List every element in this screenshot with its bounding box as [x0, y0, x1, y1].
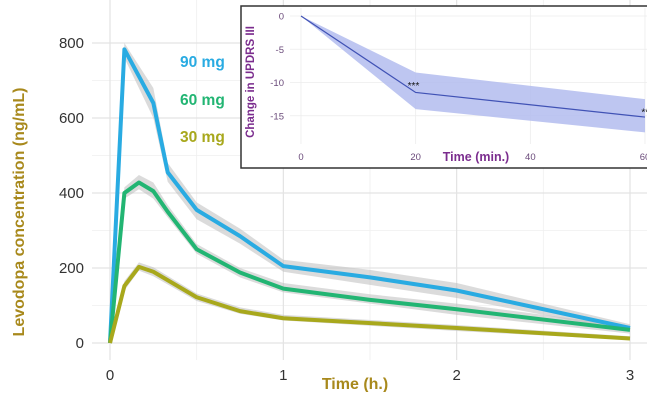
y-tick-label: 800 — [59, 35, 84, 52]
main-series-lines — [108, 47, 631, 344]
legend-label: 30 mg — [180, 129, 225, 146]
inset-y-tick-label: -15 — [270, 111, 284, 122]
inset-series-line — [300, 15, 646, 118]
x-tick-label: 3 — [626, 367, 634, 384]
inset-ci-band — [301, 16, 645, 133]
inset-y-axis-label: Change in UPDRS III — [245, 26, 257, 138]
significance-annotation: *** — [641, 107, 647, 118]
y-tick-label: 0 — [76, 335, 84, 352]
significance-annotation: *** — [408, 81, 420, 92]
main-x-tick-labels: 0 1 2 3 — [106, 367, 634, 384]
y-tick-label: 600 — [59, 110, 84, 127]
inset-y-tick-label: -5 — [276, 45, 284, 56]
inset-y-tick-label: 0 — [279, 12, 284, 23]
legend: 90 mg 60 mg 30 mg — [180, 54, 225, 146]
inset-x-tick-label: 20 — [410, 152, 421, 163]
inset-ci-band-0 — [301, 16, 645, 133]
y-axis-label: Levodopa concentration (ng/mL) — [11, 88, 28, 337]
series-line-1 — [108, 180, 631, 344]
series-line-2 — [108, 264, 631, 344]
x-tick-label: 0 — [106, 367, 114, 384]
y-tick-label: 400 — [59, 185, 84, 202]
inset-y-tick-labels: 0 -5 -10 -15 — [270, 12, 284, 123]
inset-annotations: *** *** — [408, 81, 647, 119]
main-y-tick-labels: 0 200 400 600 800 — [59, 35, 84, 352]
inset-x-tick-labels: 0 20 40 60 — [298, 152, 647, 163]
x-tick-label: 1 — [279, 367, 287, 384]
inset-chart: 0 -5 -10 -15 0 20 40 60 *** *** Change in UPDRS… — [240, 5, 647, 169]
inset-series-line-0 — [300, 15, 646, 118]
x-axis-label: Time (h.) — [322, 376, 388, 392]
inset-x-tick-label: 40 — [525, 152, 536, 163]
legend-label: 90 mg — [180, 54, 225, 71]
y-tick-label: 200 — [59, 260, 84, 277]
ci-band-0 — [110, 43, 630, 343]
inset-y-tick-label: -10 — [270, 78, 284, 89]
inset-x-tick-label: 0 — [298, 152, 303, 163]
inset-x-tick-label: 60 — [640, 152, 647, 163]
x-tick-label: 2 — [452, 367, 460, 384]
legend-label: 60 mg — [180, 92, 225, 109]
inset-x-axis-label: Time (min.) — [443, 150, 509, 164]
series-line-0 — [108, 47, 631, 344]
